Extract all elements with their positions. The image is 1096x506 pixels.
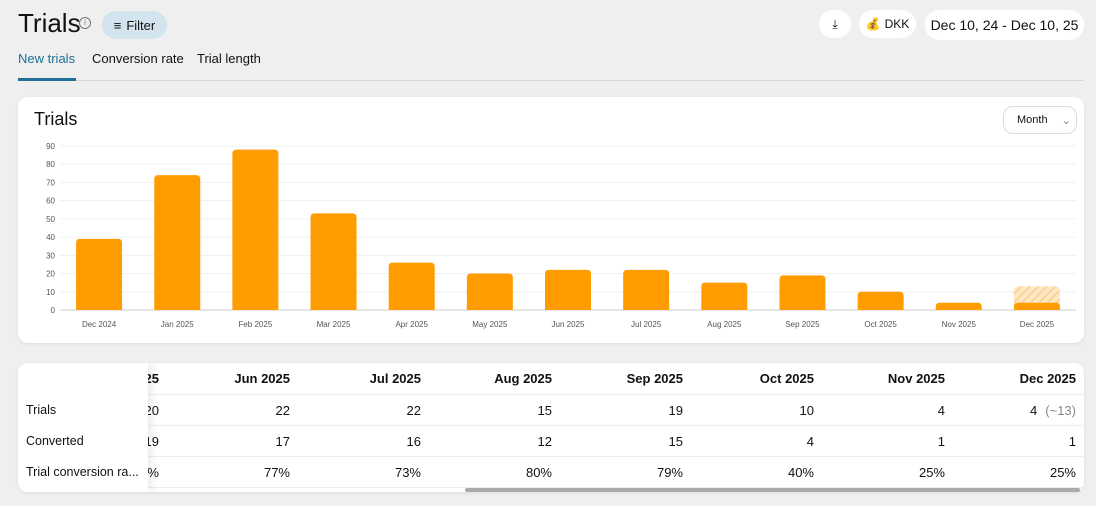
tab-divider — [18, 80, 1084, 81]
chart-title: Trials — [34, 109, 78, 129]
cell-trials: 10 — [799, 403, 814, 418]
x-tick-label: Mar 2025 — [317, 320, 351, 329]
filter-label: Filter — [126, 17, 156, 33]
row-divider — [18, 394, 1084, 395]
bar[interactable] — [623, 269, 670, 310]
x-tick-label: Nov 2025 — [942, 320, 977, 329]
x-tick-label: Aug 2025 — [707, 320, 742, 329]
download-button[interactable]: ⤓ — [819, 10, 851, 38]
filter-button[interactable]: ≡ Filter — [102, 11, 167, 39]
x-tick-label: Jul 2025 — [631, 320, 662, 329]
row-divider — [18, 456, 1084, 457]
y-tick-label: 60 — [46, 197, 55, 206]
bar[interactable] — [779, 275, 826, 310]
period-select[interactable]: Month ⌄ — [1003, 106, 1077, 134]
row-divider — [18, 487, 1084, 488]
active-tab-indicator — [18, 78, 76, 81]
cell-converted: 12 — [537, 434, 552, 449]
column-header: Jun 2025 — [234, 371, 290, 386]
column-header: Sep 2025 — [626, 371, 683, 386]
cell-trials: 15 — [537, 403, 552, 418]
cell-converted: 19 — [144, 434, 159, 449]
cell-trials: 20 — [144, 403, 159, 418]
row-label-conversion-rate: Trial conversion ra... — [26, 465, 139, 479]
column-header: Aug 2025 — [494, 371, 552, 386]
chevron-down-icon: ⌄ — [1061, 114, 1071, 127]
horizontal-scrollbar[interactable] — [465, 488, 1080, 492]
row-label-column: Trials Converted Trial conversion ra... — [18, 363, 148, 492]
y-tick-label: 90 — [46, 142, 55, 151]
cell-trials: 4 — [937, 403, 945, 418]
x-tick-label: Dec 2024 — [82, 320, 117, 329]
cell-conversion-rate: 40% — [787, 465, 814, 480]
cell-trials: 22 — [406, 403, 421, 418]
bar[interactable] — [545, 269, 591, 310]
projection-value: (~13) — [1045, 403, 1076, 418]
column-header: Nov 2025 — [887, 371, 945, 386]
cell-converted: 15 — [668, 434, 683, 449]
bar[interactable] — [935, 302, 982, 310]
bar[interactable] — [857, 291, 904, 310]
currency-button[interactable]: 💰 DKK — [859, 10, 916, 38]
column-header: Oct 2025 — [759, 371, 814, 386]
y-tick-label: 80 — [46, 160, 55, 169]
bar[interactable] — [232, 149, 279, 310]
row-label-trials: Trials — [26, 403, 57, 417]
info-icon[interactable]: i — [79, 17, 91, 29]
currency-label: DKK — [884, 17, 910, 31]
bar[interactable] — [154, 175, 201, 310]
download-icon: ⤓ — [832, 16, 838, 31]
cell-converted: 4 — [806, 434, 814, 449]
y-tick-label: 40 — [46, 233, 55, 242]
x-tick-label: Jan 2025 — [161, 320, 194, 329]
y-tick-label: 0 — [51, 306, 56, 315]
cell-conversion-rate: 25% — [918, 465, 945, 480]
page-title: Trials — [18, 8, 81, 38]
bar[interactable] — [76, 238, 123, 310]
date-range-picker[interactable]: Dec 10, 24 - Dec 10, 25 — [925, 10, 1084, 40]
cell-converted: 1 — [937, 434, 945, 449]
x-tick-label: Sep 2025 — [785, 320, 820, 329]
y-tick-label: 20 — [46, 270, 55, 279]
y-tick-label: 30 — [46, 251, 55, 260]
x-tick-label: Oct 2025 — [864, 320, 897, 329]
column-header: Dec 2025 — [1019, 371, 1076, 386]
cell-conversion-rate: 80% — [525, 465, 552, 480]
cell-conversion-rate: 77% — [263, 465, 290, 480]
x-tick-label: May 2025 — [472, 320, 508, 329]
cell-trials: 22 — [275, 403, 290, 418]
x-tick-label: Dec 2025 — [1020, 320, 1055, 329]
y-tick-label: 10 — [46, 288, 55, 297]
tab-trial-length[interactable]: Trial length — [197, 51, 261, 66]
row-label-converted: Converted — [26, 434, 84, 448]
y-tick-label: 50 — [46, 215, 55, 224]
bar[interactable] — [466, 273, 513, 310]
cell-conversion-rate: 79% — [656, 465, 683, 480]
filter-icon: ≡ — [113, 17, 122, 33]
bar[interactable] — [1013, 302, 1060, 310]
x-tick-label: Jun 2025 — [552, 320, 585, 329]
bar[interactable] — [310, 213, 357, 310]
cell-converted: 16 — [406, 434, 421, 449]
cell-conversion-rate: 25% — [1049, 465, 1076, 480]
x-tick-label: Apr 2025 — [395, 320, 428, 329]
cell-converted: 17 — [275, 434, 290, 449]
bar-chart: 0 10 20 30 40 50 60 70 80 90 Dec 2024 Jan 2025 Feb 2… — [46, 142, 1076, 329]
money-bag-icon: 💰 — [865, 17, 881, 31]
x-tick-label: Feb 2025 — [238, 320, 272, 329]
cell-conversion-rate: 73% — [394, 465, 421, 480]
tab-conversion-rate[interactable]: Conversion rate — [92, 51, 184, 66]
cell-value: 4 — [1030, 403, 1038, 418]
bar[interactable] — [701, 282, 748, 310]
tab-new-trials[interactable]: New trials — [18, 51, 76, 66]
cell-converted: 1 — [1068, 434, 1076, 449]
column-header: Jul 2025 — [369, 371, 421, 386]
row-divider — [18, 425, 1084, 426]
bar[interactable] — [388, 262, 435, 310]
cell-trials: 4 (~13) — [956, 403, 1076, 418]
period-value: Month — [1017, 114, 1048, 126]
y-tick-label: 70 — [46, 178, 55, 187]
cell-trials: 19 — [668, 403, 683, 418]
